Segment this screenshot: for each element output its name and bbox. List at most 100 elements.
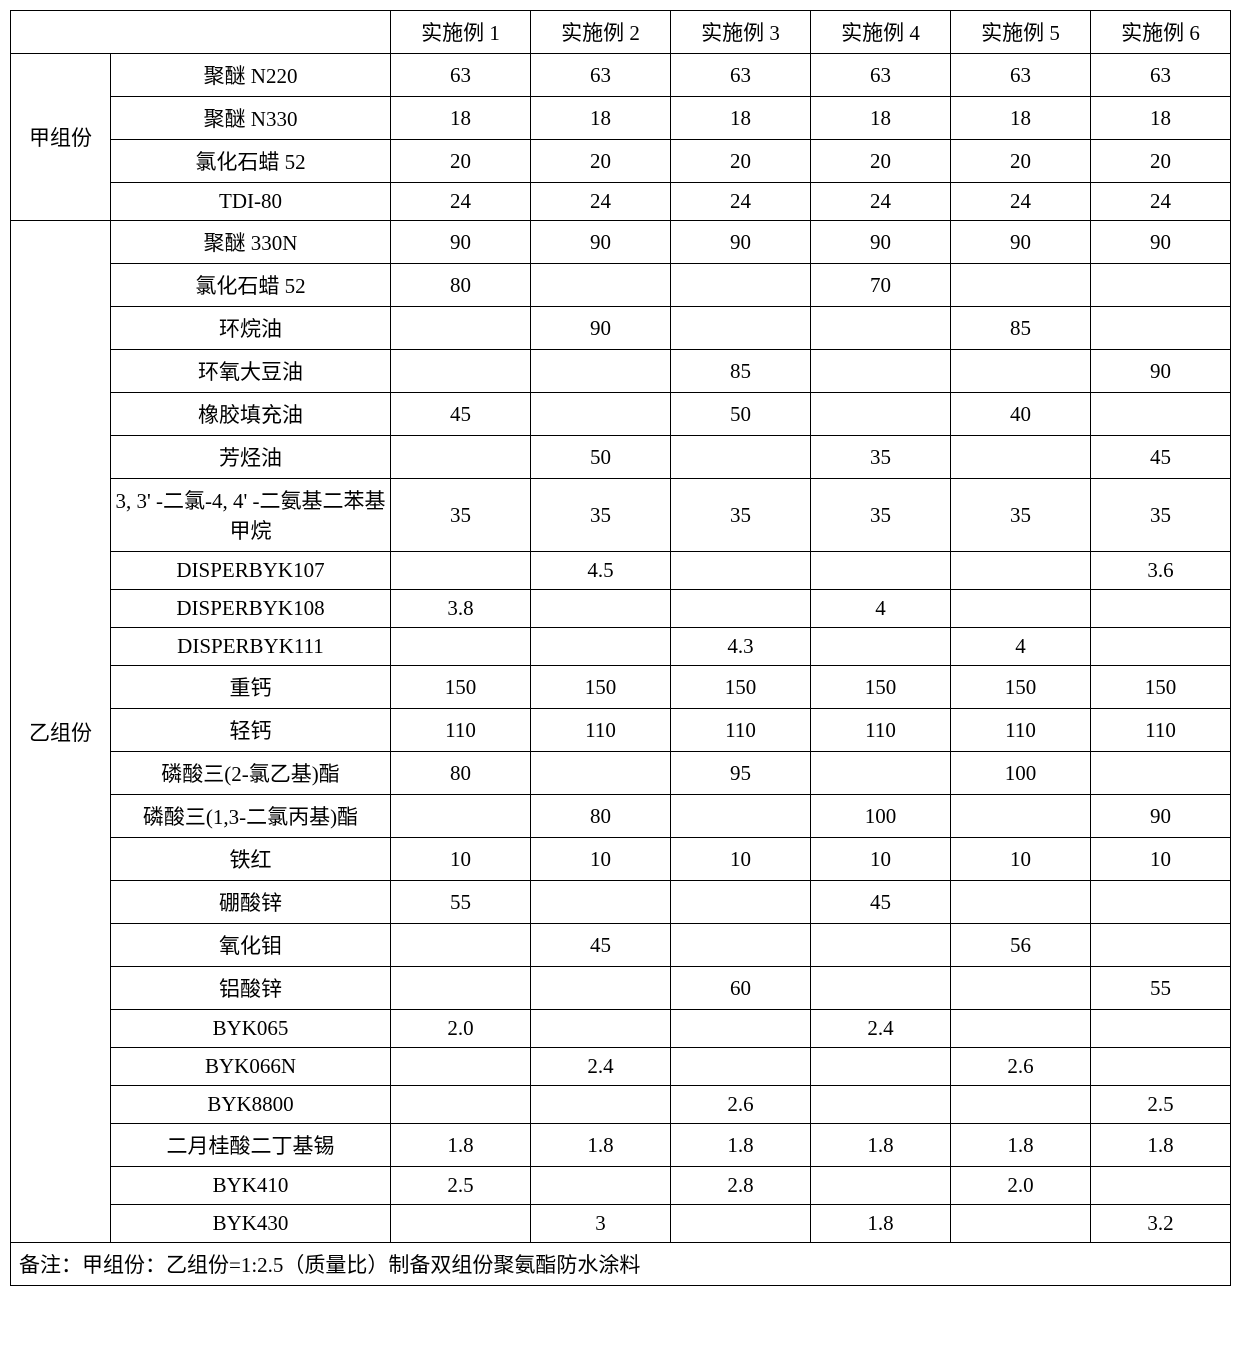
- cell-value: [951, 552, 1091, 590]
- cell-value: 20: [531, 140, 671, 183]
- cell-value: [811, 393, 951, 436]
- cell-value: 110: [1091, 709, 1231, 752]
- cell-value: [671, 436, 811, 479]
- row-name: 重钙: [111, 666, 391, 709]
- cell-value: 90: [671, 221, 811, 264]
- cell-value: [531, 393, 671, 436]
- cell-value: 80: [391, 264, 531, 307]
- col-header-6: 实施例 6: [1091, 11, 1231, 54]
- cell-value: 100: [811, 795, 951, 838]
- cell-value: [1091, 628, 1231, 666]
- note: 备注：甲组份：乙组份=1:2.5（质量比）制备双组份聚氨酯防水涂料: [11, 1243, 1231, 1286]
- cell-value: 1.8: [671, 1124, 811, 1167]
- row-name: 铝酸锌: [111, 967, 391, 1010]
- cell-value: [1091, 264, 1231, 307]
- cell-value: 110: [671, 709, 811, 752]
- cell-value: [391, 924, 531, 967]
- cell-value: [1091, 752, 1231, 795]
- cell-value: 45: [531, 924, 671, 967]
- row-name: 轻钙: [111, 709, 391, 752]
- cell-value: 20: [811, 140, 951, 183]
- cell-value: 90: [531, 307, 671, 350]
- col-header-2: 实施例 2: [531, 11, 671, 54]
- cell-value: [811, 1048, 951, 1086]
- cell-value: 1.8: [391, 1124, 531, 1167]
- row-name: 二月桂酸二丁基锡: [111, 1124, 391, 1167]
- cell-value: [1091, 1167, 1231, 1205]
- cell-value: 110: [391, 709, 531, 752]
- cell-value: [951, 264, 1091, 307]
- cell-value: 10: [531, 838, 671, 881]
- cell-value: [811, 1167, 951, 1205]
- cell-value: [811, 552, 951, 590]
- cell-value: 2.6: [951, 1048, 1091, 1086]
- cell-value: 35: [951, 479, 1091, 552]
- cell-value: 18: [671, 97, 811, 140]
- cell-value: 90: [531, 221, 671, 264]
- cell-value: 18: [531, 97, 671, 140]
- cell-value: 60: [671, 967, 811, 1010]
- cell-value: [671, 264, 811, 307]
- cell-value: 45: [1091, 436, 1231, 479]
- cell-value: 80: [531, 795, 671, 838]
- cell-value: 4.5: [531, 552, 671, 590]
- cell-value: 63: [811, 54, 951, 97]
- cell-value: [531, 967, 671, 1010]
- cell-value: 1.8: [951, 1124, 1091, 1167]
- cell-value: [531, 628, 671, 666]
- cell-value: 20: [951, 140, 1091, 183]
- cell-value: [951, 1010, 1091, 1048]
- cell-value: 110: [951, 709, 1091, 752]
- row-name: BYK065: [111, 1010, 391, 1048]
- row-name: DISPERBYK111: [111, 628, 391, 666]
- row-name: 聚醚 N330: [111, 97, 391, 140]
- cell-value: 2.8: [671, 1167, 811, 1205]
- row-name: 磷酸三(1,3-二氯丙基)酯: [111, 795, 391, 838]
- cell-value: 55: [1091, 967, 1231, 1010]
- cell-value: 63: [671, 54, 811, 97]
- cell-value: 24: [671, 183, 811, 221]
- cell-value: 24: [531, 183, 671, 221]
- cell-value: 90: [1091, 221, 1231, 264]
- cell-value: 90: [811, 221, 951, 264]
- cell-value: 150: [671, 666, 811, 709]
- cell-value: 150: [531, 666, 671, 709]
- cell-value: 2.4: [811, 1010, 951, 1048]
- cell-value: 2.6: [671, 1086, 811, 1124]
- cell-value: 150: [811, 666, 951, 709]
- cell-value: [391, 1205, 531, 1243]
- cell-value: 3.6: [1091, 552, 1231, 590]
- cell-value: 45: [811, 881, 951, 924]
- cell-value: 50: [671, 393, 811, 436]
- cell-value: [391, 1086, 531, 1124]
- cell-value: [671, 881, 811, 924]
- cell-value: [811, 752, 951, 795]
- cell-value: 3: [531, 1205, 671, 1243]
- group-label-0: 甲组份: [11, 54, 111, 221]
- cell-value: 4: [951, 628, 1091, 666]
- cell-value: 63: [951, 54, 1091, 97]
- cell-value: [951, 590, 1091, 628]
- cell-value: 4: [811, 590, 951, 628]
- row-name: DISPERBYK108: [111, 590, 391, 628]
- cell-value: 110: [811, 709, 951, 752]
- cell-value: 70: [811, 264, 951, 307]
- cell-value: [1091, 924, 1231, 967]
- cell-value: [671, 552, 811, 590]
- cell-value: 2.0: [951, 1167, 1091, 1205]
- cell-value: 85: [951, 307, 1091, 350]
- cell-value: [671, 307, 811, 350]
- row-name: 橡胶填充油: [111, 393, 391, 436]
- cell-value: 2.4: [531, 1048, 671, 1086]
- cell-value: [391, 552, 531, 590]
- cell-value: 35: [391, 479, 531, 552]
- cell-value: [951, 436, 1091, 479]
- cell-value: 2.5: [391, 1167, 531, 1205]
- cell-value: [391, 436, 531, 479]
- cell-value: [1091, 1048, 1231, 1086]
- cell-value: 3.2: [1091, 1205, 1231, 1243]
- cell-value: [671, 1048, 811, 1086]
- cell-value: 90: [1091, 350, 1231, 393]
- cell-value: 150: [1091, 666, 1231, 709]
- col-header-5: 实施例 5: [951, 11, 1091, 54]
